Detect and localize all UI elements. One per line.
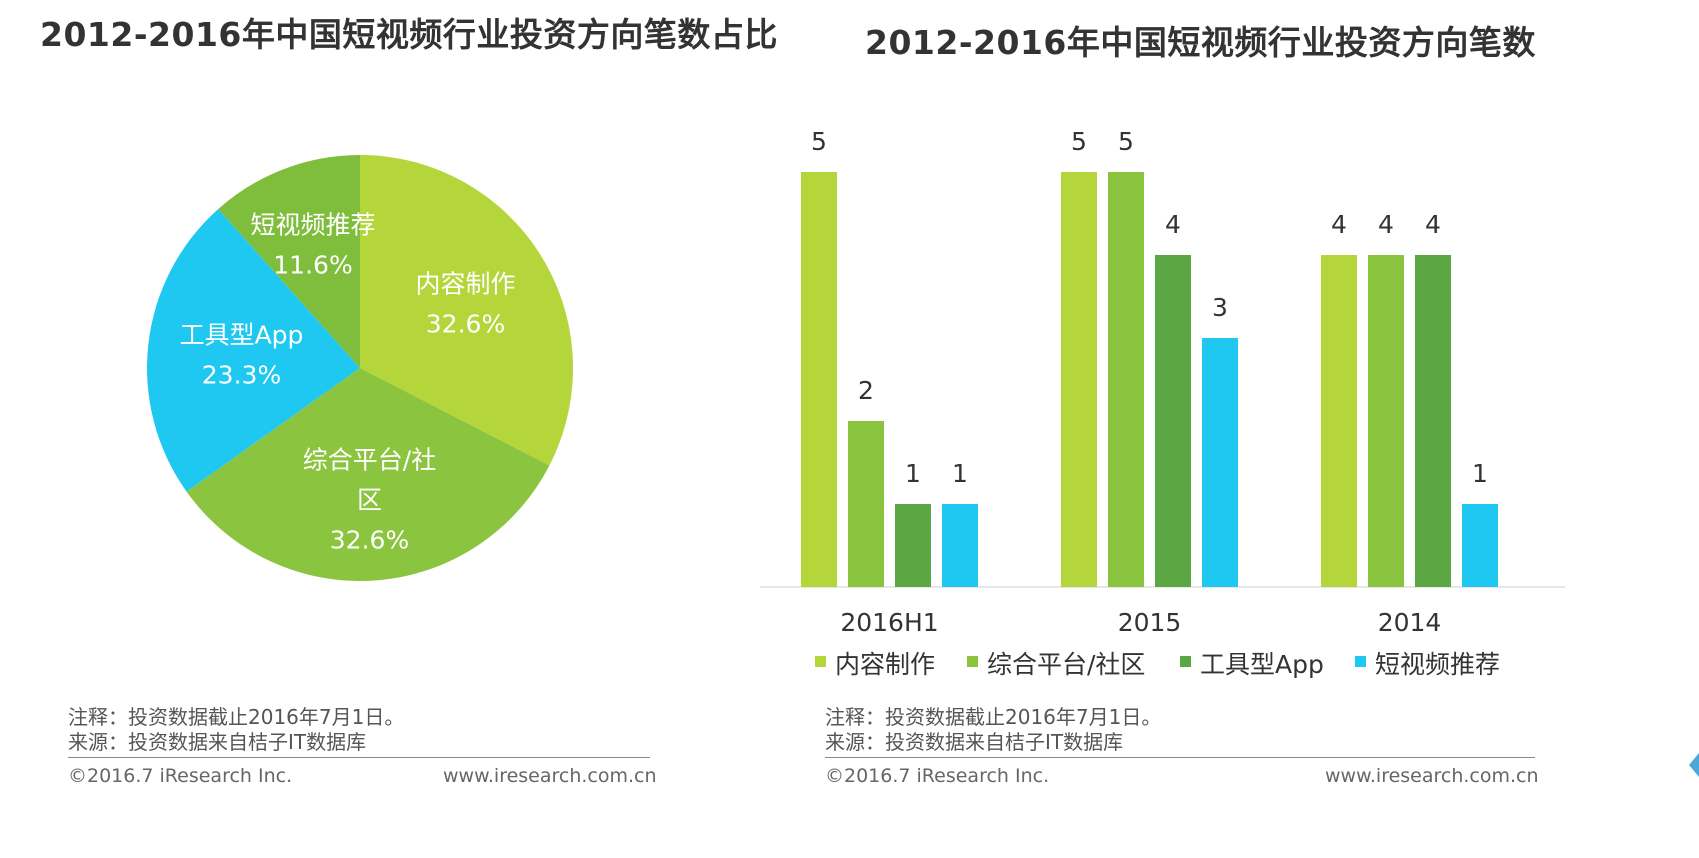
bar-chart: 5 2 1 1 2016H1 5 5 4 3 2015 4 4 4 1 2014 内容制作 综合平台/社区 工具型… bbox=[760, 127, 1565, 679]
category-label: 2014 bbox=[1378, 608, 1442, 637]
bar bbox=[942, 504, 978, 587]
pie-notes: 注释：投资数据截止2016年7月1日。 来源：投资数据来自桔子IT数据库 bbox=[68, 705, 404, 755]
website-text: www.iresearch.com.cn bbox=[1325, 765, 1539, 787]
copyright-text: ©2016.7 iResearch Inc. bbox=[68, 765, 293, 787]
copyright-text: ©2016.7 iResearch Inc. bbox=[825, 765, 1050, 787]
bar-notes: 注释：投资数据截止2016年7月1日。 来源：投资数据来自桔子IT数据库 bbox=[825, 705, 1161, 755]
website-text: www.iresearch.com.cn bbox=[443, 765, 657, 787]
bar-value-label: 4 bbox=[1425, 210, 1441, 239]
bar-chart-panel: 2012-2016年中国短视频行业投资方向笔数 5 2 1 1 2016H1 5 5 4 3 20… bbox=[760, 0, 1699, 858]
pie-chart: 内容制作 32.6% 综合平台/社区 32.6% 工具型App 23.3% 短视频推荐 11.… bbox=[147, 155, 573, 581]
note-text: 注释：投资数据截止2016年7月1日。 bbox=[68, 705, 405, 729]
category-label: 2015 bbox=[1118, 608, 1182, 637]
bar-value-label: 5 bbox=[811, 127, 827, 156]
pie-slice-percent: 11.6% bbox=[273, 251, 352, 280]
legend-label: 工具型App bbox=[1200, 650, 1324, 679]
bar bbox=[1155, 255, 1191, 587]
bar-value-label: 1 bbox=[905, 459, 921, 488]
legend-swatch bbox=[815, 656, 826, 667]
bar bbox=[1462, 504, 1498, 587]
bar bbox=[801, 172, 837, 587]
source-text: 来源：投资数据来自桔子IT数据库 bbox=[825, 730, 1124, 754]
pie-slice bbox=[186, 368, 550, 581]
bar-value-label: 2 bbox=[858, 376, 874, 405]
bar-value-label: 1 bbox=[952, 459, 968, 488]
pie-slice-label: 综合平台/社区 32.6% bbox=[303, 446, 436, 555]
legend-swatch bbox=[967, 656, 978, 667]
pie-slice bbox=[218, 155, 360, 368]
bar-value-label: 5 bbox=[1118, 127, 1134, 156]
note-text: 注释：投资数据截止2016年7月1日。 bbox=[825, 705, 1162, 729]
bar bbox=[895, 504, 931, 587]
pie-slice-name: 短视频推荐 bbox=[250, 211, 375, 240]
pie-slice bbox=[360, 155, 573, 466]
pie-slice-label: 短视频推荐 11.6% bbox=[250, 211, 375, 280]
bar bbox=[1108, 172, 1144, 587]
legend-swatch bbox=[1355, 656, 1366, 667]
bar bbox=[1202, 338, 1238, 587]
pie-slice-percent: 32.6% bbox=[426, 310, 505, 339]
bar-value-label: 1 bbox=[1472, 459, 1488, 488]
bar bbox=[848, 421, 884, 587]
bar bbox=[1368, 255, 1404, 587]
bar-value-label: 4 bbox=[1165, 210, 1181, 239]
bar-value-label: 4 bbox=[1378, 210, 1394, 239]
legend-label: 内容制作 bbox=[835, 650, 935, 679]
pie-chart-title: 2012-2016年中国短视频行业投资方向笔数占比 bbox=[40, 15, 778, 54]
pie-slice bbox=[147, 209, 360, 492]
category-label: 2016H1 bbox=[840, 608, 938, 637]
bar-value-label: 5 bbox=[1071, 127, 1087, 156]
pie-slice-name: 工具型App bbox=[180, 321, 304, 350]
bar-value-label: 4 bbox=[1331, 210, 1347, 239]
bar-value-label: 3 bbox=[1212, 293, 1228, 322]
legend-label: 短视频推荐 bbox=[1375, 650, 1500, 679]
pie-slice-percent: 32.6% bbox=[330, 526, 409, 555]
pie-slice-percent: 23.3% bbox=[202, 361, 281, 390]
legend-label: 综合平台/社区 bbox=[987, 650, 1145, 679]
bar bbox=[1321, 255, 1357, 587]
pie-slice-name: 内容制作 bbox=[415, 270, 515, 299]
pie-slice-label: 内容制作 32.6% bbox=[415, 270, 515, 339]
footer-divider bbox=[68, 757, 650, 758]
pie-slice-name: 综合平台/社区 bbox=[303, 446, 436, 515]
legend-swatch bbox=[1180, 656, 1191, 667]
source-text: 来源：投资数据来自桔子IT数据库 bbox=[68, 730, 367, 754]
page-corner-marker bbox=[1689, 753, 1699, 777]
pie-slice-label: 工具型App 23.3% bbox=[180, 321, 304, 390]
bar-chart-title: 2012-2016年中国短视频行业投资方向笔数 bbox=[865, 23, 1536, 62]
footer-divider bbox=[825, 757, 1535, 758]
pie-chart-panel: 2012-2016年中国短视频行业投资方向笔数占比 内容制作 32.6% 综合平台/… bbox=[0, 0, 777, 858]
bar bbox=[1415, 255, 1451, 587]
bar bbox=[1061, 172, 1097, 587]
